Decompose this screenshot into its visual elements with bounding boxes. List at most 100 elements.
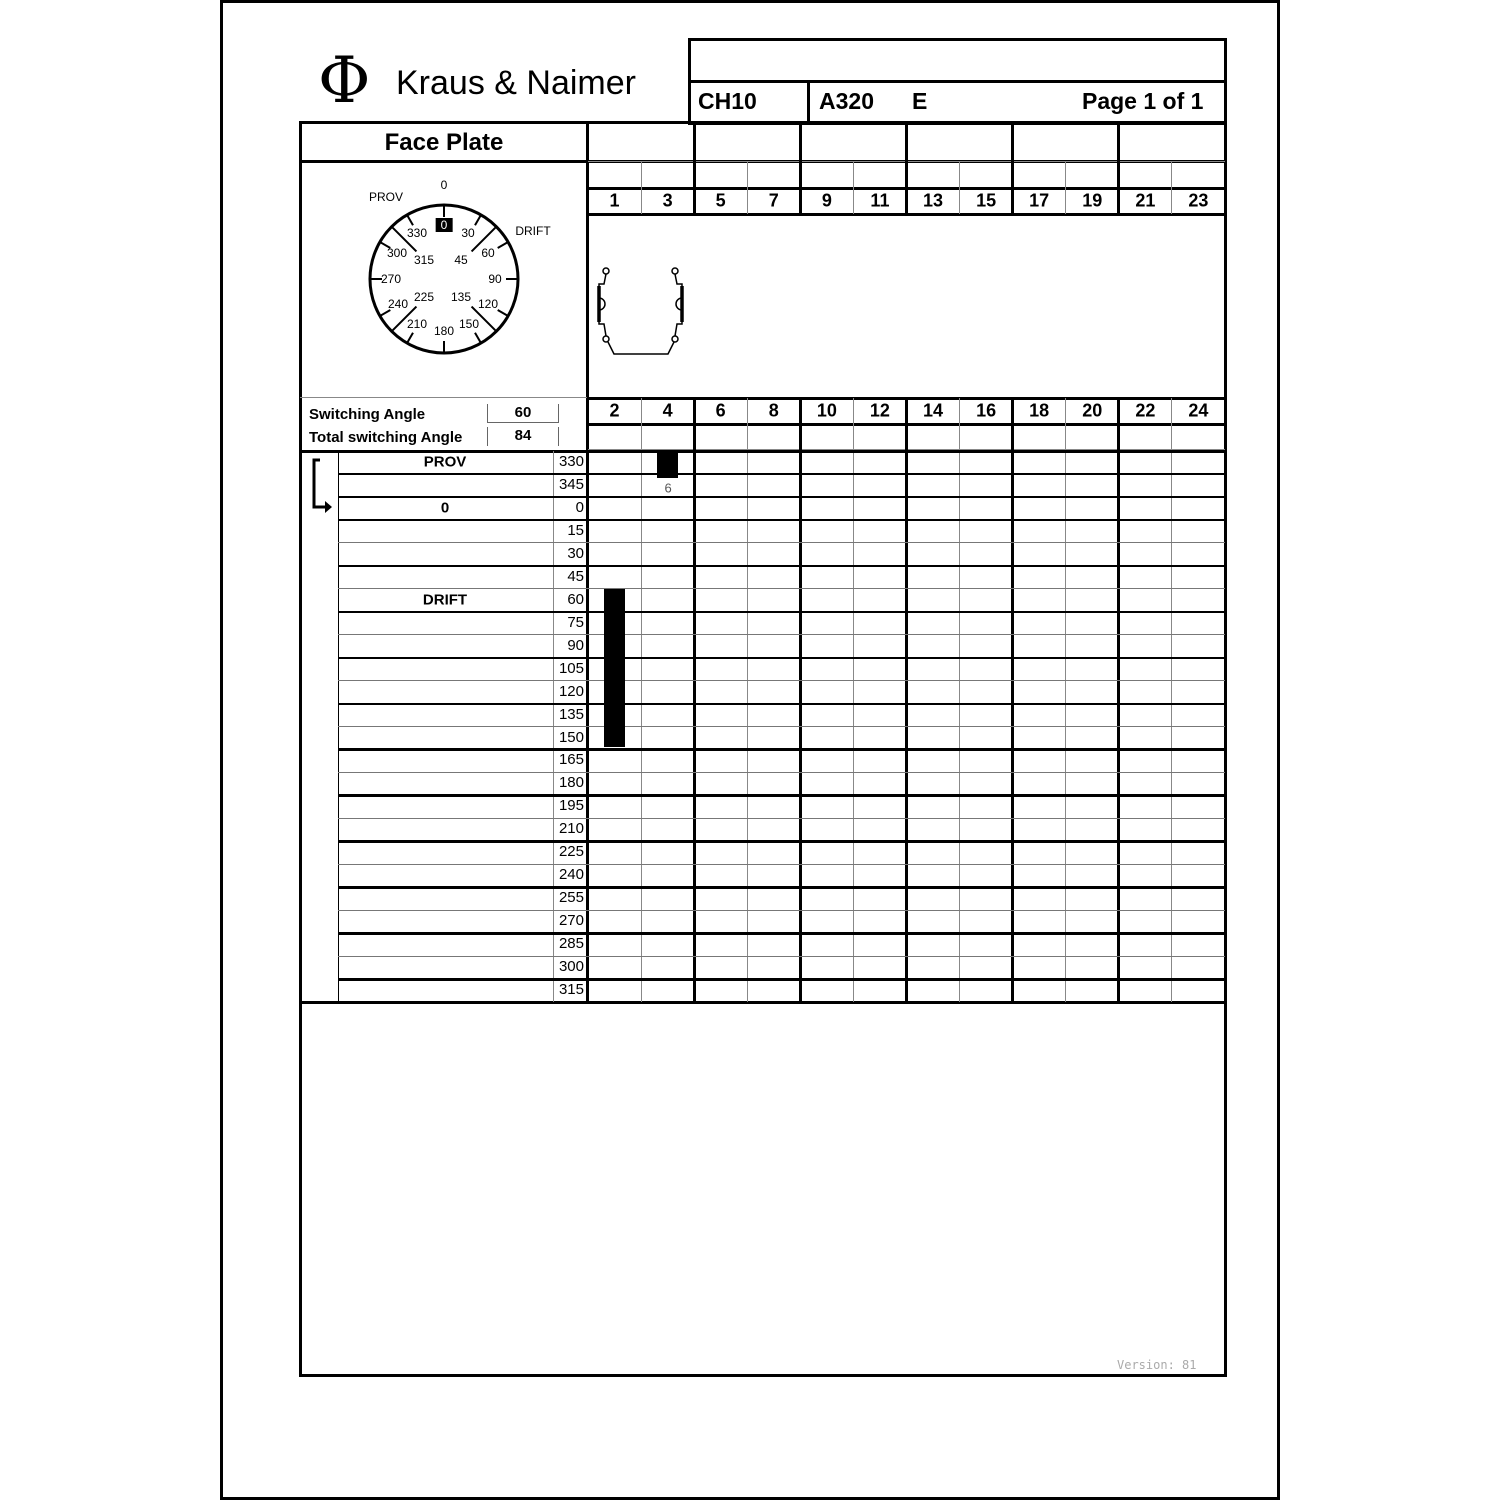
grid-line bbox=[692, 398, 696, 1002]
grid-line bbox=[1171, 398, 1173, 1002]
grid-line bbox=[798, 398, 802, 1002]
table-row bbox=[338, 681, 586, 704]
grid-line bbox=[338, 680, 1225, 682]
table-row bbox=[338, 520, 586, 543]
grid-line bbox=[904, 398, 908, 1002]
grid-line bbox=[852, 162, 854, 214]
dial-tick bbox=[497, 309, 509, 317]
contact-number-bottom: 12 bbox=[869, 400, 890, 421]
dial-top-label: 0 bbox=[440, 178, 448, 192]
grid-line bbox=[338, 817, 1225, 819]
angle-value: 195 bbox=[558, 797, 584, 815]
dial-label: 210 bbox=[406, 317, 428, 331]
grid-line bbox=[338, 564, 1225, 568]
dial-label: 315 bbox=[413, 253, 435, 267]
dial-label: 270 bbox=[380, 272, 402, 286]
rotation-arrow-icon bbox=[312, 458, 332, 513]
table-row bbox=[338, 979, 586, 1002]
dial-label: 120 bbox=[477, 297, 499, 311]
angle-value: 225 bbox=[558, 843, 584, 861]
contact-number-bottom: 8 bbox=[768, 400, 779, 421]
contact-number-top: 7 bbox=[768, 190, 779, 211]
grid-line bbox=[692, 122, 696, 214]
grid-line bbox=[338, 863, 1225, 865]
table-row bbox=[338, 612, 586, 635]
grid-line bbox=[338, 495, 1225, 499]
table-row bbox=[338, 795, 586, 818]
contact-number-bottom: 24 bbox=[1188, 400, 1209, 421]
contact-number-top: 13 bbox=[923, 190, 944, 211]
grid-line bbox=[338, 794, 1225, 797]
contact-number-bottom: 14 bbox=[923, 400, 944, 421]
position-label: PROV bbox=[423, 453, 467, 471]
contact-number-bottom: 22 bbox=[1135, 400, 1156, 421]
grid-line bbox=[300, 449, 1227, 453]
brand-name: Kraus & Naimer bbox=[396, 64, 636, 102]
closed-contact-bar bbox=[604, 588, 625, 748]
grid-line bbox=[338, 748, 1225, 751]
contact-number-bottom: 6 bbox=[715, 400, 726, 421]
angle-value: 345 bbox=[558, 475, 584, 493]
dial-label: 180 bbox=[433, 324, 455, 338]
contact-number-top: 5 bbox=[715, 190, 726, 211]
grid-line bbox=[959, 398, 961, 1002]
dial-tick bbox=[470, 305, 498, 333]
table-row bbox=[338, 956, 586, 979]
position-drift-label: DRIFT bbox=[515, 224, 551, 238]
angle-value: 45 bbox=[567, 567, 584, 585]
dial-tick bbox=[379, 309, 391, 317]
grid-line bbox=[338, 634, 1225, 636]
dial-label: 90 bbox=[488, 272, 502, 286]
position-label: DRIFT bbox=[422, 591, 468, 609]
angle-value: 75 bbox=[567, 613, 584, 631]
dial-tick bbox=[406, 332, 414, 344]
dial-tick bbox=[474, 214, 482, 226]
table-row bbox=[338, 772, 586, 795]
grid-line bbox=[746, 162, 748, 214]
dial-tick bbox=[390, 225, 418, 253]
angle-value: 180 bbox=[558, 774, 584, 792]
angle-value: 330 bbox=[558, 453, 584, 470]
angle-value: 165 bbox=[558, 751, 584, 769]
dial-label: 240 bbox=[387, 297, 409, 311]
dial-label: 30 bbox=[461, 226, 475, 240]
table-row bbox=[338, 864, 586, 887]
contact-number-bottom: 16 bbox=[976, 400, 997, 421]
table-row bbox=[338, 658, 586, 681]
grid-line bbox=[338, 978, 1225, 981]
contact-number-top: 23 bbox=[1188, 190, 1209, 211]
grid-line bbox=[338, 656, 1225, 660]
angle-value: 315 bbox=[558, 981, 584, 999]
angle-value: 30 bbox=[567, 544, 584, 562]
table-row bbox=[338, 474, 586, 497]
angle-value: 300 bbox=[558, 958, 584, 976]
grid-line bbox=[798, 122, 802, 214]
dial-label: 300 bbox=[386, 246, 408, 260]
grid-line bbox=[338, 771, 1225, 773]
grid-line bbox=[1065, 398, 1067, 1002]
grid-line bbox=[959, 162, 961, 214]
table-row bbox=[338, 566, 586, 589]
grid-line bbox=[640, 398, 642, 1002]
closed-contact-bar bbox=[657, 451, 679, 478]
grid-line bbox=[904, 122, 908, 214]
contact-number-bottom: 4 bbox=[662, 400, 673, 421]
logo: Φ bbox=[318, 44, 371, 118]
contact-number-bottom: 10 bbox=[816, 400, 837, 421]
contact-number-bottom: 20 bbox=[1082, 400, 1103, 421]
angle-value: 90 bbox=[567, 636, 584, 654]
angle-value: 150 bbox=[558, 728, 584, 746]
code-e: E bbox=[912, 88, 928, 114]
grid-line bbox=[338, 840, 1225, 843]
grid-line bbox=[338, 518, 1225, 522]
dial-label: 135 bbox=[450, 290, 472, 304]
table-row bbox=[338, 749, 586, 772]
grid-line bbox=[338, 726, 1225, 728]
angle-value: 285 bbox=[558, 935, 584, 953]
contact-number-top: 9 bbox=[821, 190, 832, 211]
grid-line bbox=[1171, 162, 1173, 214]
table-row bbox=[338, 933, 586, 956]
title-block-top bbox=[688, 38, 1227, 83]
angle-value: 210 bbox=[558, 820, 584, 838]
position-prov-label: PROV bbox=[368, 190, 404, 204]
